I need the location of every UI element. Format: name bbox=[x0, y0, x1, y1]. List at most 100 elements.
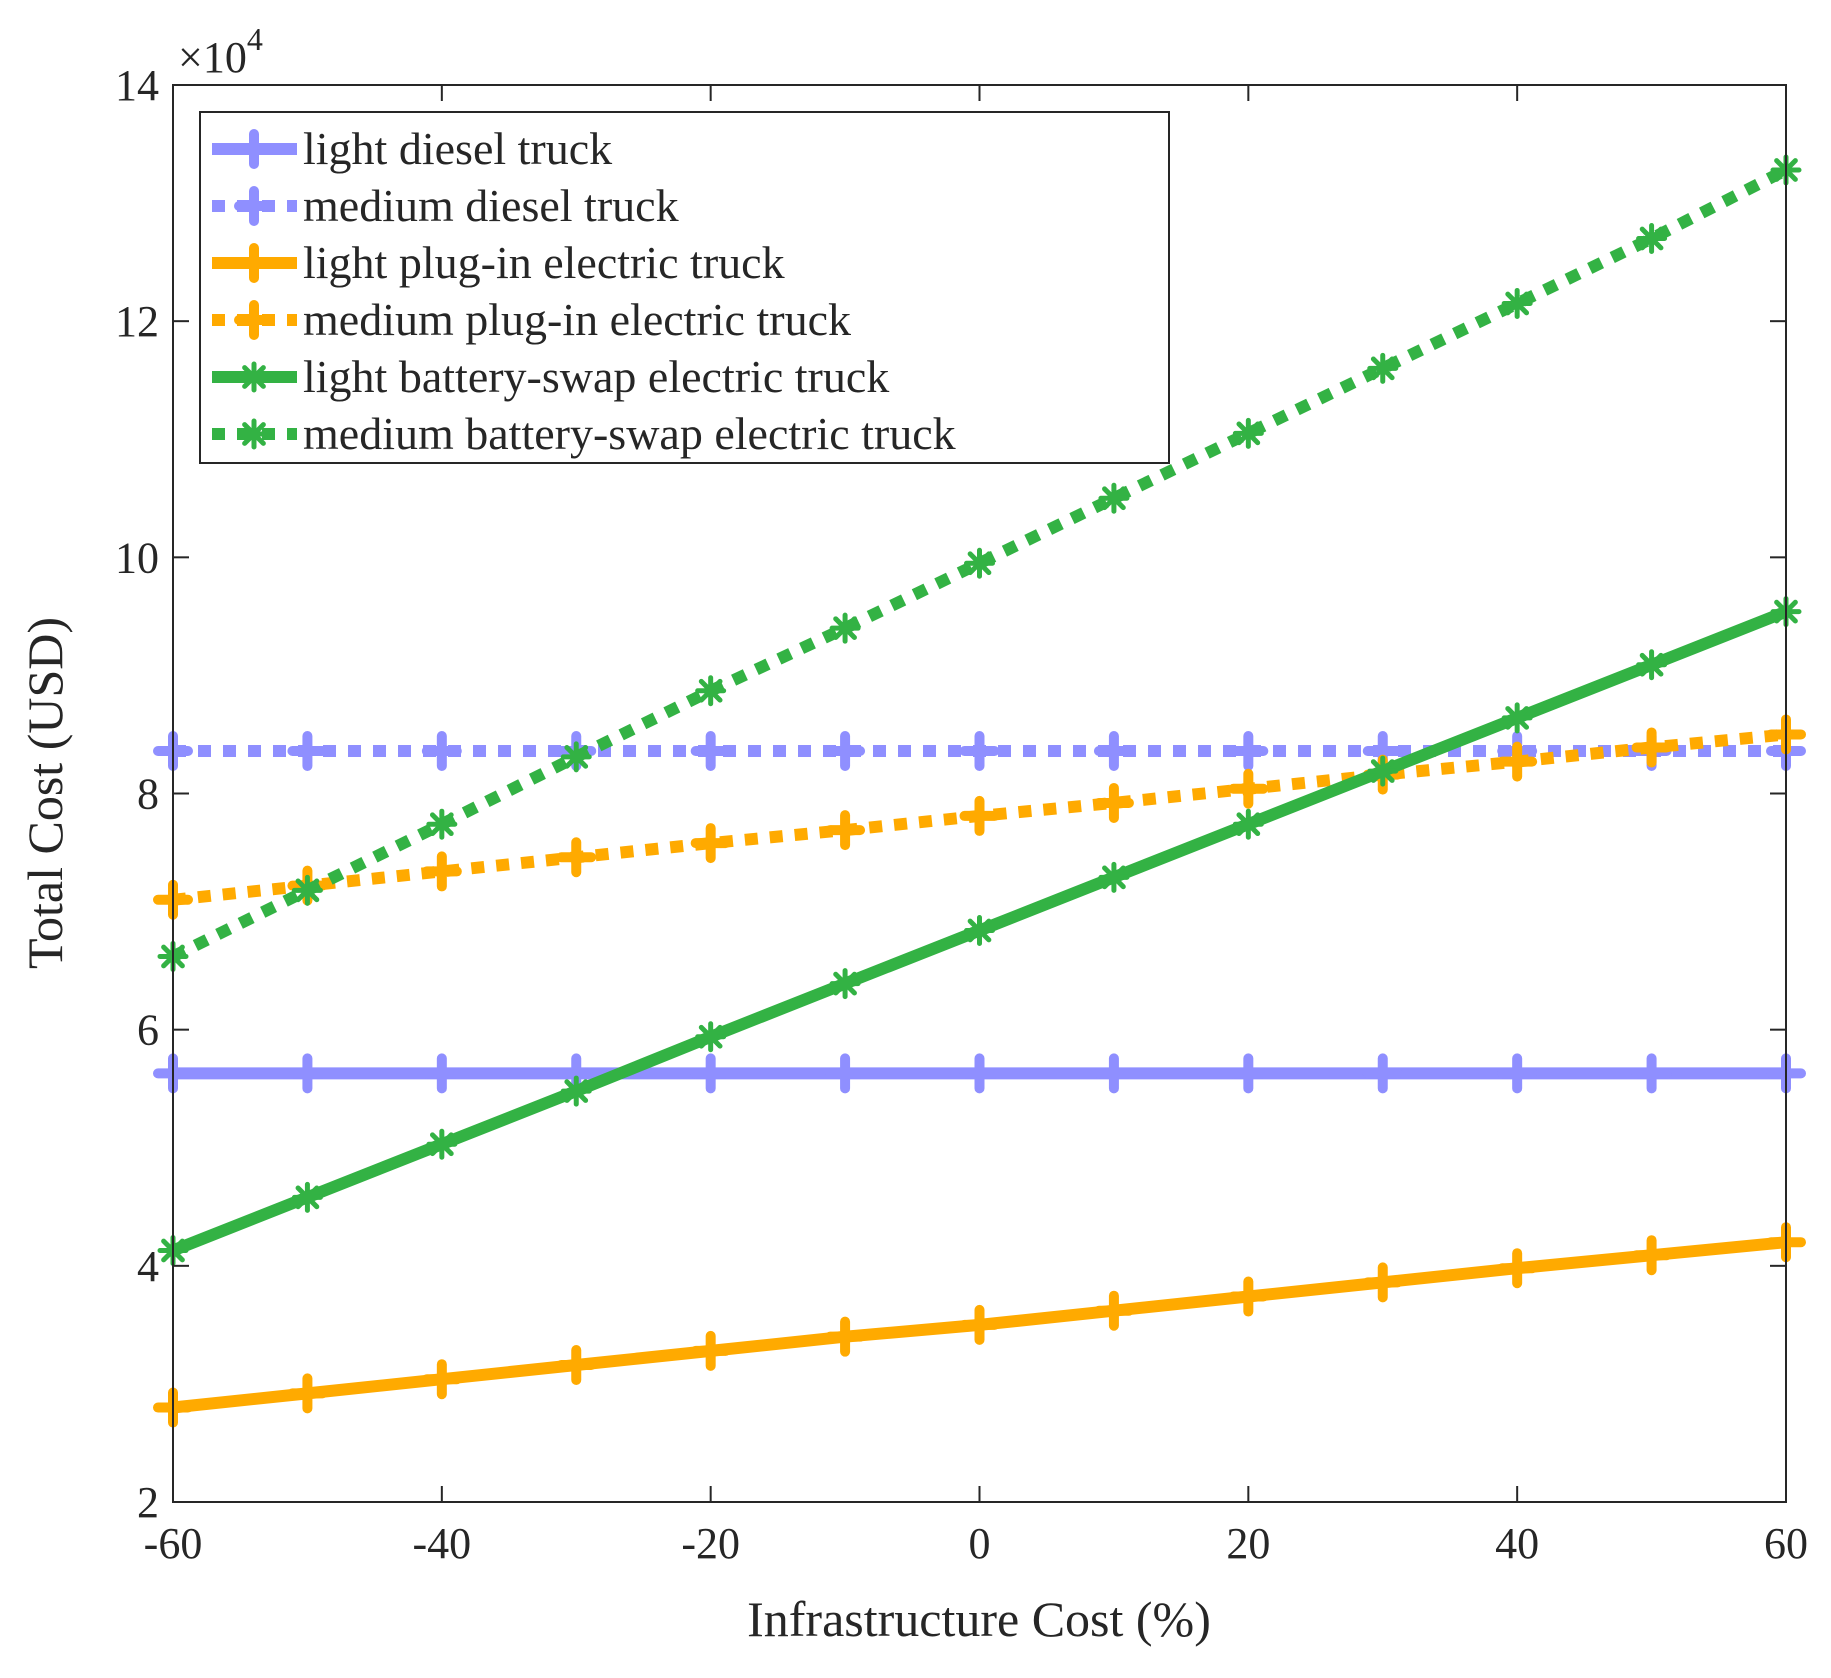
data-point bbox=[1501, 702, 1533, 734]
data-point bbox=[1631, 1053, 1672, 1094]
data-point bbox=[1098, 482, 1130, 514]
legend-label: medium diesel truck bbox=[303, 180, 679, 231]
data-point bbox=[1228, 768, 1269, 809]
legend-entry: medium diesel truck bbox=[212, 180, 679, 231]
y-tick-label: 14 bbox=[115, 61, 159, 110]
series-layer bbox=[153, 154, 1806, 1428]
data-point bbox=[1367, 755, 1399, 787]
legend-marker bbox=[234, 300, 274, 340]
data-point bbox=[1228, 1053, 1269, 1094]
data-point bbox=[695, 1021, 727, 1053]
data-point bbox=[829, 612, 861, 644]
legend: light diesel truck medium diesel truck lig… bbox=[199, 111, 1170, 464]
data-point bbox=[825, 1316, 866, 1357]
y-tick-label: 4 bbox=[137, 1242, 159, 1291]
legend-label: light battery-swap electric truck bbox=[303, 351, 889, 402]
data-point bbox=[1631, 1235, 1672, 1276]
data-point bbox=[690, 730, 731, 771]
data-point bbox=[287, 1373, 328, 1414]
legend-entry: light plug-in electric truck bbox=[212, 237, 785, 288]
x-tick-label: -60 bbox=[144, 1519, 203, 1568]
data-point bbox=[690, 823, 731, 864]
data-point bbox=[1228, 1276, 1269, 1317]
series-3 bbox=[153, 1222, 1806, 1428]
data-point bbox=[556, 1345, 597, 1386]
data-point bbox=[1093, 1290, 1134, 1331]
legend-marker bbox=[238, 361, 270, 393]
data-point bbox=[421, 1053, 462, 1094]
x-tick-label: 0 bbox=[969, 1519, 991, 1568]
legend-marker bbox=[234, 243, 274, 283]
data-point bbox=[421, 851, 462, 892]
y-multiplier-base: ×10 bbox=[178, 33, 247, 82]
data-point bbox=[695, 675, 727, 707]
x-tick-label: 20 bbox=[1226, 1519, 1270, 1568]
y-multiplier-label: ×104 bbox=[178, 21, 263, 82]
y-tick-label: 8 bbox=[137, 770, 159, 819]
x-axis-title: Infrastructure Cost (%) bbox=[747, 1591, 1211, 1647]
data-point bbox=[825, 730, 866, 771]
data-point bbox=[1093, 1053, 1134, 1094]
data-point bbox=[690, 1330, 731, 1371]
y-multiplier-exponent: 4 bbox=[247, 21, 263, 57]
legend-marker bbox=[234, 129, 274, 169]
data-point bbox=[421, 1359, 462, 1400]
data-point bbox=[964, 547, 995, 579]
data-point bbox=[426, 808, 458, 840]
legend-entry: medium battery-swap electric truck bbox=[212, 408, 956, 459]
y-tick-label: 10 bbox=[115, 533, 159, 582]
data-point bbox=[959, 730, 1000, 771]
legend-label: medium plug-in electric truck bbox=[303, 294, 851, 345]
data-point bbox=[829, 968, 861, 1000]
data-point bbox=[291, 1181, 323, 1213]
x-tick-label: -40 bbox=[413, 1519, 472, 1568]
data-point bbox=[1497, 1248, 1538, 1289]
data-point bbox=[287, 730, 328, 771]
x-tick-label: -20 bbox=[681, 1519, 740, 1568]
data-point bbox=[421, 730, 462, 771]
data-point bbox=[560, 1075, 592, 1107]
data-point bbox=[1232, 417, 1264, 449]
legend-entry: medium plug-in electric truck bbox=[212, 294, 851, 345]
y-tick-label: 12 bbox=[115, 297, 159, 346]
data-point bbox=[1228, 730, 1269, 771]
data-point bbox=[1636, 649, 1668, 681]
data-point bbox=[964, 914, 995, 946]
data-point bbox=[825, 810, 866, 851]
data-point bbox=[959, 795, 1000, 836]
data-point bbox=[1636, 223, 1668, 255]
data-point bbox=[560, 741, 592, 773]
data-point bbox=[1497, 1053, 1538, 1094]
data-point bbox=[1631, 727, 1672, 768]
x-tick-label: 60 bbox=[1764, 1519, 1808, 1568]
y-axis-title: Total Cost (USD) bbox=[17, 617, 73, 969]
y-tick-label: 2 bbox=[137, 1478, 159, 1527]
x-tick-label: 40 bbox=[1495, 1519, 1539, 1568]
data-point bbox=[1093, 730, 1134, 771]
data-point bbox=[287, 1053, 328, 1094]
data-point bbox=[1098, 861, 1130, 893]
data-point bbox=[1497, 741, 1538, 782]
data-point bbox=[1362, 1053, 1403, 1094]
legend-label: light diesel truck bbox=[303, 123, 612, 174]
data-point bbox=[1501, 287, 1533, 319]
legend-label: medium battery-swap electric truck bbox=[303, 408, 956, 459]
data-point bbox=[291, 874, 323, 906]
data-point bbox=[825, 1053, 866, 1094]
data-point bbox=[1232, 808, 1264, 840]
data-point bbox=[1362, 1262, 1403, 1303]
legend-box bbox=[199, 111, 1170, 464]
data-point bbox=[959, 1053, 1000, 1094]
legend-entry: light diesel truck bbox=[212, 123, 612, 174]
legend-label: light plug-in electric truck bbox=[303, 237, 785, 288]
data-point bbox=[1367, 352, 1399, 384]
data-point bbox=[959, 1304, 1000, 1345]
tick-layer: -60 -40 -20 0 20 40 60 2 4 6 8 10 12 14 bbox=[115, 61, 1808, 1568]
legend-entry: light battery-swap electric truck bbox=[212, 351, 889, 402]
legend-marker bbox=[234, 186, 274, 226]
legend-marker bbox=[238, 418, 270, 450]
data-point bbox=[690, 1053, 731, 1094]
data-point bbox=[556, 837, 597, 878]
y-tick-label: 6 bbox=[137, 1006, 159, 1055]
